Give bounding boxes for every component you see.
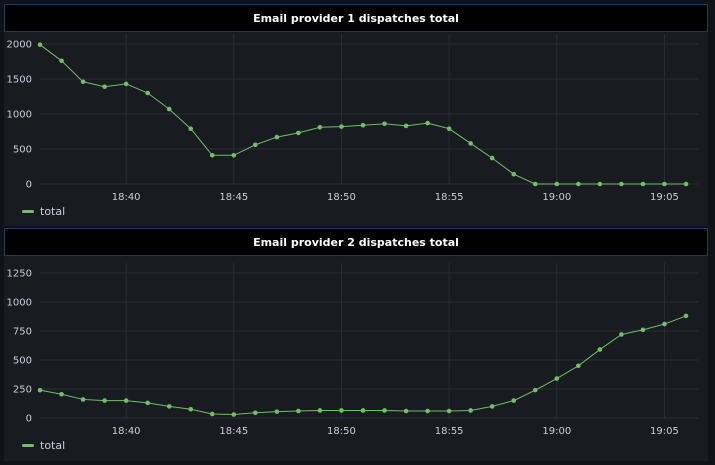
x-tick-label: 18:55 (435, 192, 464, 203)
data-point (209, 153, 215, 158)
data-point (425, 120, 430, 126)
data-point (209, 411, 215, 417)
y-tick-label: 0 (26, 414, 32, 425)
data-point (468, 141, 473, 146)
data-point (619, 181, 624, 187)
chart-email-provider-1: 0 500 1000 1500 2000 18:40 18:45 18:50 18:55 19:0… (7, 34, 698, 203)
data-point (532, 181, 538, 187)
y-tick-label: 0 (26, 180, 32, 191)
data-point (274, 409, 280, 414)
data-point (339, 124, 344, 129)
data-point (425, 408, 430, 414)
data-point (80, 397, 86, 402)
data-point (274, 134, 280, 140)
data-point (576, 181, 581, 187)
legend-label-1: total (40, 205, 66, 218)
y-tick-label: 1250 (7, 269, 32, 280)
data-point (597, 347, 603, 352)
data-point (37, 42, 43, 47)
panel-email-provider-1: Email provider 1 dispatches total 0 500 10… (4, 4, 708, 226)
data-point (403, 408, 409, 414)
data-point (145, 400, 150, 406)
y-tick-label: 500 (13, 356, 32, 367)
x-tick-label: 18:50 (327, 426, 356, 437)
y-tick-label: 1000 (7, 298, 32, 309)
data-point (102, 398, 107, 403)
data-point (446, 408, 452, 414)
data-point (253, 410, 258, 416)
x-tick-label: 19:05 (650, 426, 679, 437)
data-point (489, 404, 495, 409)
data-point (296, 408, 301, 414)
data-point (382, 121, 387, 127)
y-tick-label: 1000 (7, 110, 32, 121)
legend-label-2: total (40, 439, 66, 452)
data-point (446, 126, 452, 131)
x-tick-label: 18:45 (219, 192, 248, 203)
data-point (683, 313, 689, 319)
y-tick-label: 500 (13, 145, 32, 156)
data-point (489, 155, 495, 161)
data-point (511, 171, 517, 177)
x-tick-label: 19:00 (542, 192, 571, 203)
legend-2[interactable]: total (22, 439, 65, 452)
data-point (166, 404, 172, 409)
data-point (554, 181, 560, 187)
data-point (683, 181, 689, 187)
data-point (597, 181, 603, 187)
data-point (188, 126, 194, 131)
data-point (296, 130, 301, 136)
x-tick-label: 19:00 (542, 426, 571, 437)
data-point (231, 153, 237, 158)
y-tick-label: 250 (13, 385, 32, 396)
y-tick-label: 2000 (7, 40, 32, 51)
data-point (576, 363, 581, 369)
data-point (662, 181, 667, 187)
data-point (317, 408, 323, 413)
data-point (59, 58, 64, 64)
data-point (37, 387, 43, 393)
x-tick-label: 18:50 (327, 192, 356, 203)
legend-swatch-icon (22, 210, 34, 213)
x-tick-label: 18:55 (435, 426, 464, 437)
x-tick-label: 18:40 (112, 426, 141, 437)
panel-title-1[interactable]: Email provider 1 dispatches total (4, 4, 708, 32)
data-point (662, 321, 667, 327)
y-tick-label: 1500 (7, 75, 32, 86)
data-point (511, 398, 517, 403)
data-point (640, 181, 646, 187)
x-tick-label: 18:40 (112, 192, 141, 203)
data-point (102, 84, 107, 89)
data-point (123, 81, 129, 87)
x-tick-label: 19:05 (650, 192, 679, 203)
legend-swatch-icon (22, 444, 34, 447)
data-point (554, 376, 560, 381)
data-point (123, 398, 129, 403)
panel-email-provider-2: Email provider 2 dispatches total 0 250 50… (4, 228, 708, 461)
chart-email-provider-2: 0 250 500 750 1000 1250 18:40 18:45 18:50 18:55 19… (7, 263, 698, 437)
data-point (166, 106, 172, 112)
data-point (231, 412, 237, 417)
data-point (640, 327, 646, 333)
data-point (339, 408, 344, 413)
data-point (403, 123, 409, 129)
panel-title-2[interactable]: Email provider 2 dispatches total (4, 228, 708, 256)
x-tick-label: 18:45 (219, 426, 248, 437)
data-point (59, 391, 64, 397)
data-point (468, 408, 473, 413)
data-point (532, 387, 538, 393)
data-point (145, 90, 150, 96)
data-point (360, 408, 366, 413)
legend-1[interactable]: total (22, 205, 65, 218)
y-tick-label: 750 (13, 327, 32, 338)
data-point (360, 122, 366, 128)
data-point (382, 408, 387, 413)
data-point (253, 142, 258, 148)
data-point (619, 332, 624, 337)
data-point (317, 125, 323, 130)
data-point (188, 407, 194, 412)
data-point (80, 79, 86, 85)
